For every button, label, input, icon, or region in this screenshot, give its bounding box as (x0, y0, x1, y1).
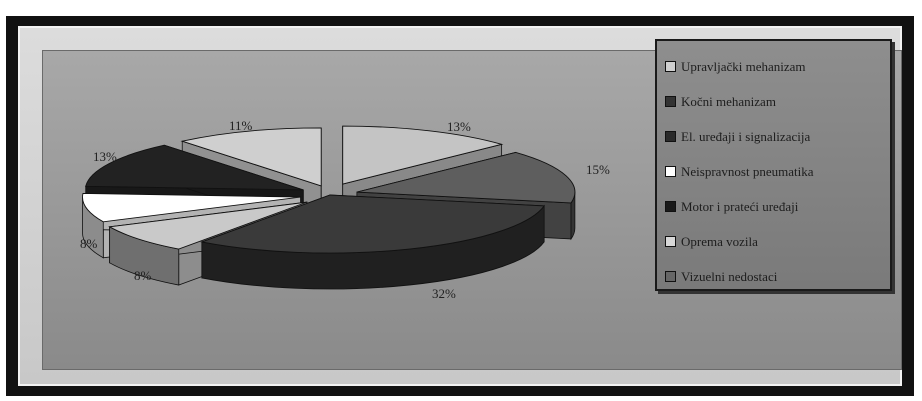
legend-label: Oprema vozila (681, 233, 758, 249)
slice-pneumatika (108, 201, 308, 250)
legend-swatch (665, 96, 676, 107)
slice-kocni (356, 151, 576, 204)
slice-oprema (85, 144, 304, 191)
slice-label-motor: 8% (80, 236, 98, 251)
slice-motor (82, 192, 301, 223)
slice-label-vizuelni: 11% (229, 118, 253, 133)
legend-swatch (665, 201, 676, 212)
slice-label-pneumatika: 8% (134, 268, 152, 283)
slice-label-el-uredjaji: 32% (432, 286, 456, 301)
legend-item-kocni: Kočni mehanizam (665, 84, 890, 119)
legend: Upravljački mehanizam Kočni mehanizam El… (655, 39, 892, 291)
legend-item-pneumatika: Neispravnost pneumatika (665, 154, 890, 189)
legend-label: Upravljački mehanizam (681, 58, 806, 74)
slice-label-kocni: 15% (586, 162, 610, 177)
legend-swatch (665, 236, 676, 247)
legend-swatch (665, 166, 676, 177)
pie-tops (82, 125, 576, 254)
slice-label-oprema: 13% (93, 149, 117, 164)
legend-label: Kočni mehanizam (681, 93, 776, 109)
legend-item-el-uredjaji: El. uređaji i signalizacija (665, 119, 890, 154)
legend-item-motor: Motor i prateći uređaji (665, 189, 890, 224)
slice-label-upravljacki: 13% (447, 119, 471, 134)
legend-label: Motor i prateći uređaji (681, 198, 799, 214)
slice-el-uredjaji (200, 194, 545, 254)
legend-label: El. uređaji i signalizacija (681, 128, 811, 144)
legend-item-vizuelni: Vizuelni nedostaci (665, 259, 890, 294)
slice-upravljacki (342, 125, 504, 185)
legend-swatch (665, 131, 676, 142)
legend-swatch (665, 61, 676, 72)
legend-label: Vizuelni nedostaci (681, 268, 778, 284)
legend-item-oprema: Oprema vozila (665, 224, 890, 259)
legend-label: Neispravnost pneumatika (681, 163, 814, 179)
legend-item-upravljacki: Upravljački mehanizam (665, 49, 890, 84)
slice-vizuelni (180, 127, 322, 187)
legend-swatch (665, 271, 676, 282)
